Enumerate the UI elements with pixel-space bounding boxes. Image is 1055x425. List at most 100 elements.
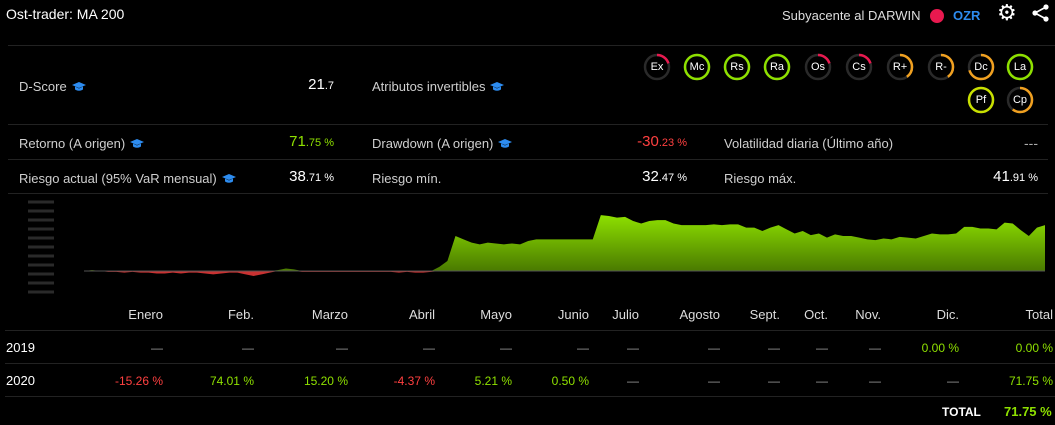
table-cell: — <box>869 341 881 355</box>
table-cell: — <box>577 341 589 355</box>
retorno-value: 71.75 % <box>289 133 334 150</box>
table-cell: -4.37 % <box>393 374 435 388</box>
table-cell: 15.20 % <box>303 374 348 388</box>
badge-os[interactable]: Os <box>804 53 832 81</box>
table-divider <box>5 363 1055 364</box>
month-header: Oct. <box>804 307 828 322</box>
badge-ring <box>643 53 671 81</box>
month-header: Sept. <box>749 307 780 322</box>
table-cell: — <box>627 341 639 355</box>
table-cell: — <box>500 341 512 355</box>
badge-label: Ra <box>769 61 785 73</box>
month-header: Junio <box>557 307 589 322</box>
badge-label: Rs <box>730 61 744 73</box>
info-hat-icon[interactable] <box>498 139 513 149</box>
badge-ring <box>1006 86 1034 114</box>
year-label: 2020 <box>6 373 35 388</box>
badge-ring <box>886 53 914 81</box>
info-hat-icon[interactable] <box>490 82 505 92</box>
divider <box>8 124 1048 125</box>
table-cell: — <box>816 341 828 355</box>
table-cell: — <box>336 341 348 355</box>
month-header: Total <box>1025 307 1053 322</box>
badge-dc[interactable]: Dc <box>967 53 995 81</box>
table-cell: 0.50 % <box>551 374 589 388</box>
page-title: Ost-trader: MA 200 <box>6 6 125 22</box>
positive-return-area <box>84 215 1045 271</box>
badge-rplus[interactable]: R+ <box>886 53 914 81</box>
badge-ra[interactable]: Ra <box>763 53 791 81</box>
badge-ring <box>927 53 955 81</box>
table-cell: — <box>151 341 163 355</box>
table-cell: — <box>708 374 720 388</box>
badge-mc[interactable]: Mc <box>683 53 711 81</box>
table-cell: — <box>816 374 828 388</box>
badge-label: Pf <box>975 94 987 106</box>
year-label: 2019 <box>6 340 35 355</box>
divider <box>8 193 1048 194</box>
table-cell: 0.00 % <box>921 341 959 355</box>
table-cell: — <box>423 341 435 355</box>
dscore-label: D-Score <box>19 79 86 94</box>
badge-label: Os <box>810 61 826 73</box>
table-cell: — <box>242 341 254 355</box>
badge-label: R- <box>935 61 947 73</box>
divider <box>8 45 1055 46</box>
table-cell: — <box>768 341 780 355</box>
riesgo-min-value: 32.47 % <box>642 168 687 185</box>
header: Ost-trader: MA 200 Subyacente al DARWIN … <box>0 0 1055 34</box>
total-label: TOTAL <box>942 405 981 419</box>
atributos-label: Atributos invertibles <box>372 79 505 94</box>
month-header: Julio <box>612 307 639 322</box>
total-value: 71.75 % <box>1004 404 1052 419</box>
table-cell: — <box>947 374 959 388</box>
badge-label: La <box>1013 61 1027 73</box>
table-cell: 74.01 % <box>209 374 254 388</box>
status-dot <box>930 9 944 23</box>
table-divider <box>5 330 1055 331</box>
badge-ring <box>763 53 791 81</box>
month-header: Agosto <box>679 307 720 322</box>
badge-ring <box>683 53 711 81</box>
month-header: Nov. <box>855 307 881 322</box>
info-hat-icon[interactable] <box>130 139 145 149</box>
volatilidad-label: Volatilidad diaria (Último año) <box>724 136 894 151</box>
badge-rs[interactable]: Rs <box>723 53 751 81</box>
badge-ring <box>967 53 995 81</box>
badge-label: Ex <box>650 61 664 73</box>
table-cell: 0.00 % <box>1015 341 1053 355</box>
badge-cs[interactable]: Cs <box>845 53 873 81</box>
riesgo-actual-value: 38.71 % <box>289 168 334 185</box>
drawdown-value: -30.23 % <box>637 133 687 150</box>
badge-label: R+ <box>892 61 908 73</box>
badge-cp[interactable]: Cp <box>1006 86 1034 114</box>
badge-label: Cp <box>1012 94 1028 106</box>
table-cell: — <box>768 374 780 388</box>
return-chart <box>28 200 1045 294</box>
info-hat-icon[interactable] <box>221 174 236 184</box>
badge-rminus[interactable]: R- <box>927 53 955 81</box>
drawdown-label: Drawdown (A origen) <box>372 136 513 151</box>
underlying-label: Subyacente al DARWIN <box>782 8 921 23</box>
riesgo-max-value: 41.91 % <box>993 168 1038 185</box>
month-header: Enero <box>128 307 163 322</box>
badge-pf[interactable]: Pf <box>967 86 995 114</box>
badge-la[interactable]: La <box>1006 53 1034 81</box>
badge-label: Cs <box>852 61 866 73</box>
badge-ring <box>1006 53 1034 81</box>
badge-ring <box>845 53 873 81</box>
table-divider <box>5 396 1055 397</box>
month-header: Mayo <box>480 307 512 322</box>
badge-ring <box>723 53 751 81</box>
table-cell: — <box>869 374 881 388</box>
info-hat-icon[interactable] <box>71 82 86 92</box>
table-cell: — <box>708 341 720 355</box>
underlying-ticker-link[interactable]: OZR <box>953 8 981 23</box>
share-icon[interactable] <box>1031 4 1051 22</box>
table-cell: 5.21 % <box>474 374 512 388</box>
badge-ex[interactable]: Ex <box>643 53 671 81</box>
badge-ring <box>804 53 832 81</box>
month-header: Dic. <box>936 307 959 322</box>
month-header: Abril <box>408 307 435 322</box>
gear-icon[interactable]: ⚙ <box>997 0 1017 25</box>
